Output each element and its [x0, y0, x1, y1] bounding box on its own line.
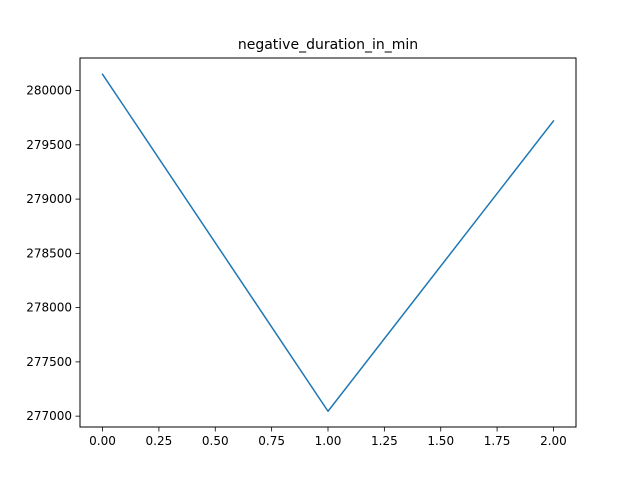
y-tick-label: 278500 [26, 246, 72, 260]
series-line [101, 73, 555, 413]
y-tick-label: 278000 [26, 301, 72, 315]
y-tick-label: 277500 [26, 355, 72, 369]
chart-title: negative_duration_in_min [238, 37, 418, 53]
series-layer [101, 73, 555, 413]
y-axis-ticks: 277000 277500 278000 278500 279000 279500 2800… [26, 84, 80, 423]
plot-frame [79, 57, 577, 428]
x-axis-ticks: 0.00 0.25 0.50 0.75 1.00 1.25 1.50 1.75 2.00 [89, 427, 567, 448]
x-tick-label: 1.00 [315, 434, 342, 448]
x-tick-label: 1.25 [371, 434, 398, 448]
x-tick-label: 0.50 [202, 434, 229, 448]
x-tick-label: 2.00 [540, 434, 567, 448]
x-tick-label: 0.25 [146, 434, 173, 448]
x-tick-label: 1.75 [484, 434, 511, 448]
y-tick-label: 279500 [26, 138, 72, 152]
x-tick-label: 1.50 [427, 434, 454, 448]
y-tick-label: 277000 [26, 409, 72, 423]
x-tick-label: 0.75 [258, 434, 285, 448]
x-tick-label: 0.00 [89, 434, 116, 448]
y-tick-label: 279000 [26, 192, 72, 206]
y-tick-label: 280000 [26, 84, 72, 98]
